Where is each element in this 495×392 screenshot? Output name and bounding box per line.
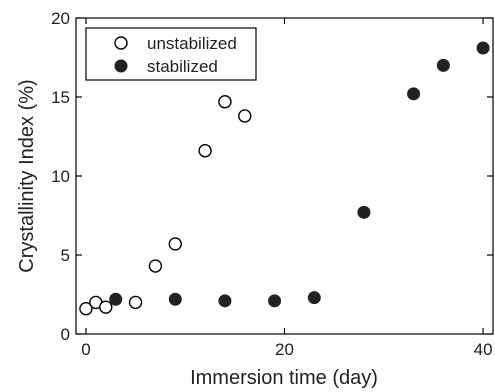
data-point-stabilized	[268, 294, 282, 308]
data-point-stabilized	[168, 292, 182, 306]
y-tick-label: 5	[61, 246, 70, 265]
data-point-unstabilized	[168, 237, 182, 251]
data-points	[79, 41, 490, 316]
data-point-stabilized	[218, 294, 232, 308]
y-axis-title: Crystallinity Index (%)	[16, 79, 38, 272]
data-point-stabilized	[357, 205, 371, 219]
y-tick-label: 10	[51, 167, 70, 186]
data-point-unstabilized	[148, 259, 163, 273]
data-point-stabilized	[476, 41, 490, 55]
legend-marker-stabilized	[114, 59, 128, 73]
legend-label-unstabilized: unstabilized	[147, 34, 237, 53]
y-axis: 0 5 10 15 20	[51, 9, 493, 344]
data-point-stabilized	[307, 291, 321, 305]
data-point-unstabilized	[238, 109, 252, 123]
data-point-unstabilized	[79, 302, 93, 316]
x-axis: 0 20 40	[81, 18, 493, 359]
data-point-stabilized	[109, 292, 123, 306]
x-tick-label: 20	[275, 340, 294, 359]
data-point-unstabilized	[99, 300, 113, 314]
data-point-stabilized	[407, 87, 421, 101]
legend-marker-unstabilized	[114, 36, 128, 50]
y-tick-label: 15	[51, 88, 70, 107]
x-tick-label: 40	[474, 340, 493, 359]
legend-box	[85, 27, 257, 81]
y-tick-label: 20	[51, 9, 70, 28]
x-tick-label: 0	[81, 340, 90, 359]
x-axis-title: Immersion time (day)	[190, 367, 378, 389]
data-point-unstabilized	[198, 144, 212, 158]
y-tick-label: 0	[61, 325, 70, 344]
data-point-unstabilized	[128, 295, 143, 310]
legend: unstabilized stabilized	[85, 27, 257, 81]
data-point-stabilized	[436, 58, 450, 72]
data-point-unstabilized	[218, 95, 232, 109]
legend-label-stabilized: stabilized	[147, 57, 218, 76]
